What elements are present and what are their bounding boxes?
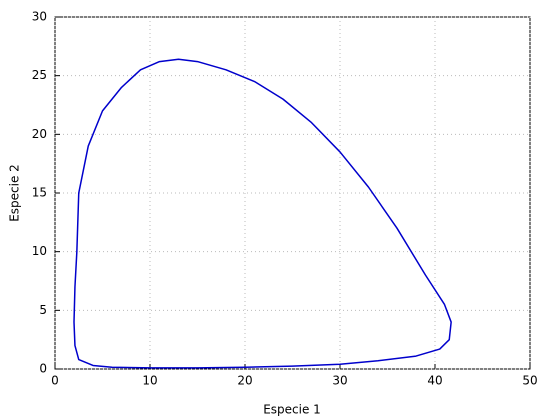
x-tick-label: 0 (51, 374, 59, 388)
x-tick-label: 20 (237, 374, 252, 388)
y-tick-label: 5 (39, 303, 47, 317)
x-tick-label: 50 (522, 374, 537, 388)
x-tick-label: 40 (427, 374, 442, 388)
y-tick-label: 30 (32, 10, 47, 24)
y-tick-label: 20 (32, 127, 47, 141)
y-tick-label: 0 (39, 362, 47, 376)
x-tick-label: 10 (142, 374, 157, 388)
x-tick-label: 30 (332, 374, 347, 388)
y-axis-label: Especie 2 (8, 164, 22, 222)
x-axis-label: Especie 1 (263, 403, 321, 417)
plot-frame (54, 16, 531, 370)
data-line (73, 58, 452, 369)
y-tick-label: 15 (32, 186, 47, 200)
y-tick-label: 25 (32, 68, 47, 82)
y-tick-label: 10 (32, 244, 47, 258)
